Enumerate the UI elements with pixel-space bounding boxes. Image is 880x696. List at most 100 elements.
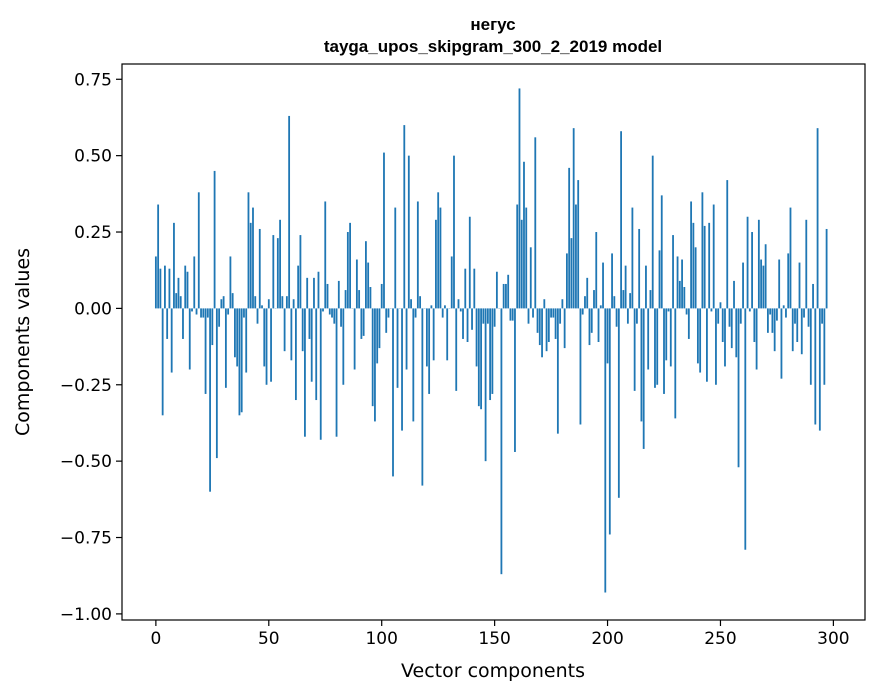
- bar: [285, 296, 288, 309]
- bar: [495, 271, 498, 309]
- bar: [346, 232, 349, 309]
- bar: [696, 308, 699, 364]
- bar: [279, 219, 281, 309]
- bar: [615, 308, 618, 327]
- bar: [202, 308, 205, 318]
- bar: [699, 308, 702, 373]
- bar: [579, 308, 582, 425]
- bar: [414, 308, 417, 318]
- bar: [764, 244, 767, 309]
- bar: [306, 277, 309, 309]
- bar: [507, 274, 510, 309]
- y-tick-label: −0.75: [60, 529, 112, 549]
- bar: [622, 290, 625, 309]
- bar: [766, 308, 769, 333]
- bar: [342, 308, 345, 385]
- bar: [471, 308, 473, 330]
- bar: [656, 308, 659, 385]
- bar: [687, 308, 690, 339]
- bar: [660, 195, 663, 309]
- bar: [584, 296, 586, 309]
- bar: [416, 201, 419, 309]
- bar: [572, 128, 575, 309]
- bar: [450, 256, 453, 309]
- bar: [358, 290, 361, 309]
- bar: [568, 167, 571, 309]
- bar: [412, 308, 415, 422]
- bar: [468, 216, 471, 309]
- bar: [527, 308, 530, 324]
- bar: [678, 280, 681, 309]
- bar: [175, 293, 178, 309]
- bar: [516, 204, 519, 309]
- bar: [324, 201, 327, 309]
- bar: [624, 265, 627, 309]
- y-tick-label: −0.50: [60, 452, 112, 472]
- bar: [466, 308, 469, 342]
- bar: [168, 268, 171, 309]
- bar: [685, 308, 688, 315]
- bar: [453, 155, 455, 309]
- bar: [541, 308, 543, 358]
- bar: [816, 128, 819, 309]
- bar: [455, 308, 458, 391]
- bar: [726, 180, 729, 309]
- bar: [489, 308, 492, 401]
- bar: [200, 308, 202, 318]
- bar: [590, 308, 593, 333]
- bar: [425, 308, 428, 367]
- bar: [805, 219, 808, 309]
- bar: [197, 192, 200, 309]
- bar: [665, 308, 668, 361]
- bar: [439, 207, 442, 309]
- bar: [511, 308, 514, 321]
- bar: [209, 308, 211, 492]
- bar: [220, 299, 223, 309]
- bar: [405, 308, 408, 370]
- bar: [543, 299, 546, 309]
- bar: [658, 250, 661, 309]
- bar: [276, 238, 279, 309]
- bar: [252, 207, 254, 309]
- bar: [719, 302, 722, 309]
- bar: [649, 290, 652, 309]
- bar: [613, 296, 616, 309]
- bar: [435, 219, 437, 309]
- bar: [270, 308, 272, 382]
- bar: [444, 305, 446, 309]
- bar: [742, 262, 744, 309]
- bar: [602, 262, 604, 309]
- bar: [486, 308, 489, 324]
- bar: [394, 207, 397, 309]
- bar: [290, 308, 293, 361]
- bar: [794, 308, 796, 324]
- bar: [240, 308, 243, 413]
- bar: [236, 308, 239, 367]
- y-tick-label: 0.50: [74, 147, 112, 167]
- bar: [243, 308, 245, 318]
- bar: [337, 280, 340, 309]
- x-tick-label: 250: [704, 629, 736, 649]
- bar: [355, 259, 358, 309]
- bar: [166, 308, 169, 339]
- bar: [310, 308, 313, 382]
- bar: [493, 308, 496, 327]
- bar: [360, 308, 363, 339]
- bar: [787, 253, 790, 309]
- bar: [475, 308, 478, 367]
- bar: [159, 268, 162, 309]
- bar: [502, 283, 505, 309]
- bar: [211, 308, 214, 346]
- bar: [340, 308, 342, 327]
- bar: [638, 228, 641, 309]
- bar: [288, 115, 291, 309]
- bar: [265, 308, 268, 385]
- bar: [308, 308, 311, 339]
- bar: [588, 308, 591, 346]
- chart-subtitle: tayga_upos_skipgram_300_2_2019 model: [324, 37, 662, 56]
- y-tick-label: 0.00: [74, 299, 112, 319]
- bar: [599, 305, 602, 309]
- bar: [184, 265, 187, 309]
- bar: [753, 308, 756, 342]
